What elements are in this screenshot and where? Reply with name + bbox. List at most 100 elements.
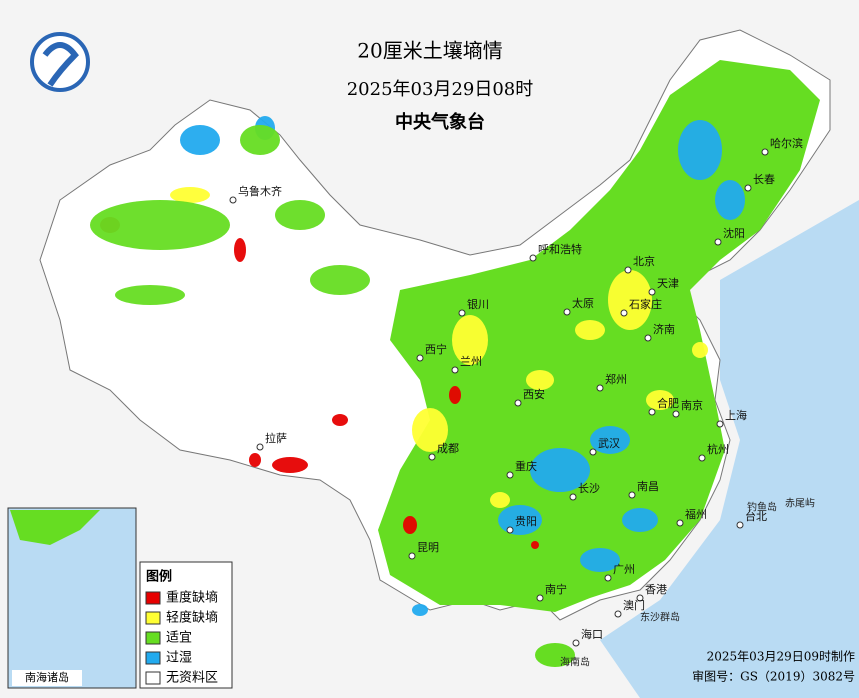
condition-patch <box>449 386 461 404</box>
condition-patch <box>310 265 370 295</box>
city-label: 南宁 <box>545 582 567 596</box>
condition-patch <box>608 270 652 330</box>
agency: 中央气象台 <box>395 111 485 133</box>
city-dot <box>589 448 597 456</box>
city-label: 长春 <box>753 173 775 186</box>
sea <box>600 200 859 698</box>
city-label: 西安 <box>523 387 545 401</box>
city-label: 北京 <box>633 254 655 268</box>
city-dot <box>624 266 632 274</box>
city-label: 拉萨 <box>265 431 287 445</box>
place-label: 钓鱼岛 <box>747 501 777 514</box>
city-dot <box>416 354 424 362</box>
place-label: 赤尾屿 <box>785 498 815 510</box>
condition-patch <box>646 390 674 410</box>
city-dot <box>536 594 544 602</box>
legend-label: 过湿 <box>166 651 192 666</box>
condition-patch <box>170 187 210 203</box>
city-label: 台北 <box>745 509 767 523</box>
legend-swatch <box>145 591 161 605</box>
inset-land <box>10 510 100 545</box>
city-dot <box>672 410 680 418</box>
city-dot <box>563 308 571 316</box>
city-dot <box>506 526 514 534</box>
condition-patch <box>403 516 417 534</box>
city-dot <box>596 384 604 392</box>
city-label: 兰州 <box>460 355 482 368</box>
legend-swatch <box>145 631 161 645</box>
city-dot <box>716 420 724 428</box>
legend-label: 重度缺墒 <box>166 590 218 606</box>
city-label: 合肥 <box>657 396 679 410</box>
datetime: 2025年03月29日08时 <box>347 79 534 100</box>
legend-swatch <box>145 671 161 685</box>
city-dot <box>514 399 522 407</box>
city-dot <box>229 196 237 204</box>
city-label: 银川 <box>467 297 489 311</box>
approval-number: 审图号：GS（2019）3082号 <box>692 669 855 684</box>
city-dot <box>256 443 264 451</box>
legend-box <box>139 561 233 689</box>
city-label: 杭州 <box>707 442 729 456</box>
condition-patch <box>275 200 325 230</box>
title: 20厘米土壤墒情 <box>357 39 502 63</box>
condition-patch <box>490 492 510 508</box>
condition-patch <box>249 453 261 467</box>
city-label: 乌鲁木齐 <box>238 184 282 198</box>
city-label: 福州 <box>685 507 707 521</box>
place-label: 海南岛 <box>560 656 590 669</box>
condition-patch <box>531 541 539 549</box>
condition-patch <box>530 448 590 492</box>
city-label: 郑州 <box>605 372 627 386</box>
city-label: 成都 <box>437 442 459 455</box>
legend-label: 轻度缺墒 <box>166 610 218 626</box>
condition-patch <box>332 414 348 426</box>
city-dot <box>744 184 752 192</box>
city-dot <box>458 309 466 317</box>
condition-patch <box>452 315 488 365</box>
condition-patch <box>580 548 620 572</box>
inset-title: 南海诸岛 <box>25 670 69 684</box>
condition-patch <box>575 320 605 340</box>
city-dot <box>604 574 612 582</box>
condition-patch <box>240 125 280 155</box>
place-label: 东沙群岛 <box>640 611 680 624</box>
city-dot <box>761 148 769 156</box>
city-label: 广州 <box>613 563 635 576</box>
city-label: 重庆 <box>515 459 537 473</box>
production-time: 2025年03月29日09时制作 <box>707 650 855 664</box>
city-label: 南京 <box>681 398 703 412</box>
city-dot <box>620 309 628 317</box>
city-dot <box>451 366 459 374</box>
condition-patch <box>272 457 308 473</box>
city-dot <box>648 408 656 416</box>
condition-patch <box>234 238 246 262</box>
condition-patch <box>692 342 708 358</box>
city-label: 石家庄 <box>629 297 662 311</box>
city-dot <box>428 453 436 461</box>
city-label: 武汉 <box>598 437 620 450</box>
condition-patch <box>590 426 630 454</box>
city-label: 天津 <box>657 277 679 290</box>
condition-patch <box>180 125 220 155</box>
city-label: 昆明 <box>417 541 439 554</box>
city-label: 哈尔滨 <box>770 136 803 150</box>
condition-patch <box>715 180 745 220</box>
city-dot <box>736 521 744 529</box>
city-dot <box>529 254 537 262</box>
city-label: 济南 <box>653 322 675 336</box>
city-dot <box>636 594 644 602</box>
city-dot <box>676 519 684 527</box>
city-dot <box>569 493 577 501</box>
logo-mark <box>42 42 79 87</box>
city-label: 沈阳 <box>723 226 745 240</box>
condition-patch <box>678 120 722 180</box>
hainan <box>535 643 575 667</box>
city-label: 长沙 <box>578 482 600 495</box>
city-dot <box>648 288 656 296</box>
inset: 南海诸岛 <box>7 507 137 689</box>
legend-label: 无资料区 <box>166 671 218 686</box>
legend-title: 图例 <box>146 569 172 585</box>
city-label: 西宁 <box>425 342 447 356</box>
